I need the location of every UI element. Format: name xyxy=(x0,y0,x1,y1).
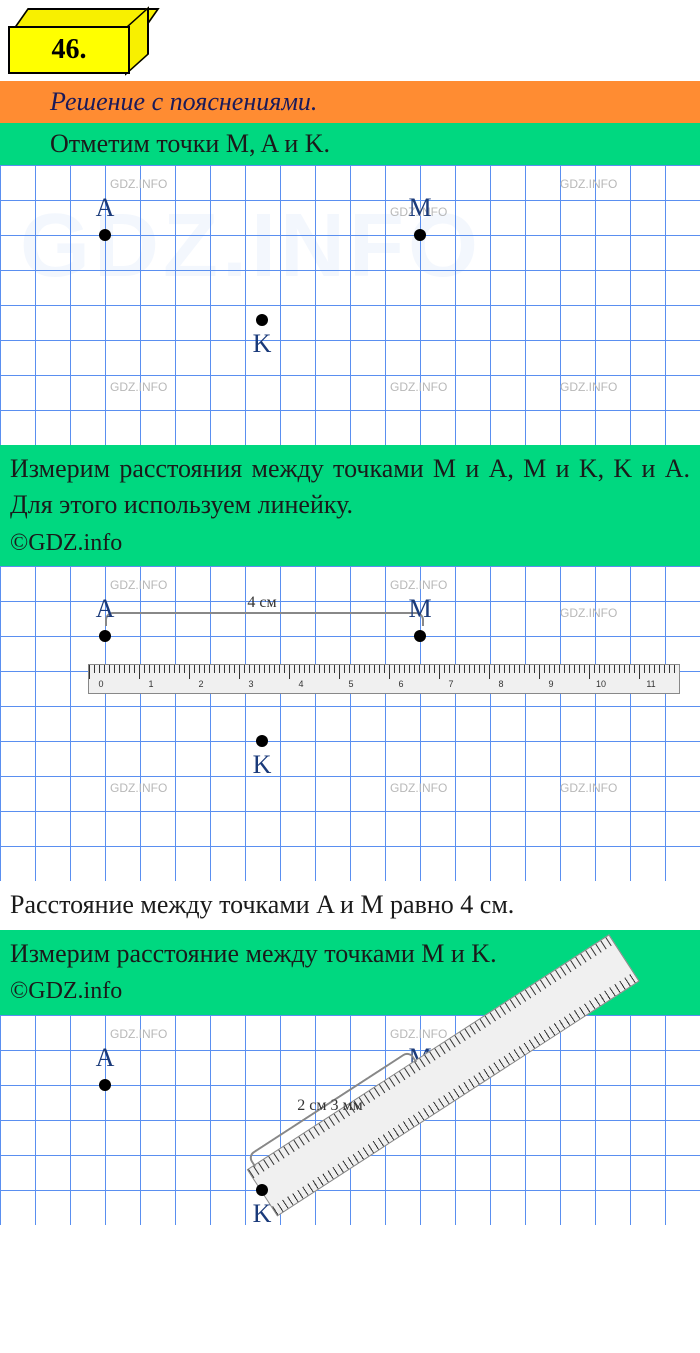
copyright-2: ©GDZ.info xyxy=(10,978,122,1004)
point-M-2 xyxy=(414,630,426,642)
text-measure-all-content: Измерим расстояния между точками M и A, … xyxy=(10,454,690,519)
point-label-K-3: K xyxy=(253,1199,272,1229)
copyright: ©GDZ.info xyxy=(10,530,122,556)
header-solution-text: Решение с пояснениями. xyxy=(50,87,317,116)
point-M xyxy=(414,229,426,241)
ruler-num: 5 xyxy=(348,679,353,689)
grid-1: GDZ.INFO GDZ.INFO GDZ.INFO GDZ.INFO GDZ.… xyxy=(0,165,700,445)
header-solution: Решение с пояснениями. xyxy=(0,81,700,123)
watermark: GDZ.INFO xyxy=(560,606,617,620)
point-label-A-2: A xyxy=(96,594,115,624)
problem-number: 46. xyxy=(52,34,87,66)
ruler-num: 1 xyxy=(148,679,153,689)
badge-front-face: 46. xyxy=(8,26,130,74)
watermark: GDZ.INFO xyxy=(560,380,617,394)
problem-badge: 46. xyxy=(8,8,148,73)
watermark: GDZ.INFO xyxy=(390,781,447,795)
brace-label-AM: 4 см xyxy=(247,594,276,612)
watermark: GDZ.INFO xyxy=(560,781,617,795)
watermark: GDZ.INFO xyxy=(390,578,447,592)
grid-2: GDZ.INFO GDZ.INFO GDZ.INFO GDZ.INFO GDZ.… xyxy=(0,566,700,881)
ruler-num: 6 xyxy=(398,679,403,689)
point-A-3 xyxy=(99,1079,111,1091)
watermark: GDZ.INFO xyxy=(390,380,447,394)
point-K xyxy=(256,314,268,326)
watermark: GDZ.INFO xyxy=(390,1027,447,1041)
ruler-horizontal: 0 1 2 3 4 5 6 7 8 9 10 11 xyxy=(88,664,680,694)
text-measure-MK-content: Измерим расстояние между точками M и K. xyxy=(10,939,497,968)
text-result-AM-content: Расстояние между точками A и M равно 4 с… xyxy=(10,890,514,919)
ruler-num: 8 xyxy=(498,679,503,689)
ruler-num: 2 xyxy=(198,679,203,689)
watermark: GDZ.INFO xyxy=(110,1027,167,1041)
watermark: GDZ.INFO xyxy=(110,578,167,592)
point-K-2 xyxy=(256,735,268,747)
ruler-num: 11 xyxy=(646,679,655,689)
point-label-A-3: A xyxy=(96,1043,115,1073)
ruler-num: 9 xyxy=(548,679,553,689)
ruler-num: 4 xyxy=(298,679,303,689)
brace-AM xyxy=(105,612,424,626)
point-A xyxy=(99,229,111,241)
point-label-K-2: K xyxy=(253,750,272,780)
header-mark-points-text: Отметим точки M, A и K. xyxy=(50,129,330,158)
point-K-3 xyxy=(256,1184,268,1196)
header-mark-points: Отметим точки M, A и K. xyxy=(0,123,700,165)
point-label-M-2: M xyxy=(408,594,431,624)
text-result-AM: Расстояние между точками A и M равно 4 с… xyxy=(0,881,700,929)
ruler-num: 3 xyxy=(248,679,253,689)
point-A-2 xyxy=(99,630,111,642)
text-measure-all: Измерим расстояния между точками M и A, … xyxy=(0,445,700,566)
point-label-K: K xyxy=(253,329,272,359)
watermark: GDZ.INFO xyxy=(110,781,167,795)
ruler-ticks xyxy=(89,665,679,693)
brace-label-MK: 2 см 3 мм xyxy=(297,1097,362,1115)
watermark: GDZ.INFO xyxy=(110,380,167,394)
ruler-num: 10 xyxy=(596,679,606,689)
ruler-num: 0 xyxy=(98,679,103,689)
ruler-num: 7 xyxy=(448,679,453,689)
watermark: GDZ.INFO xyxy=(560,177,617,191)
point-label-A: A xyxy=(96,193,115,223)
watermark: GDZ.INFO xyxy=(110,177,167,191)
grid-3: GDZ.INFO GDZ.INFO A M 2 см 3 мм K xyxy=(0,1015,700,1225)
point-label-M: M xyxy=(408,193,431,223)
